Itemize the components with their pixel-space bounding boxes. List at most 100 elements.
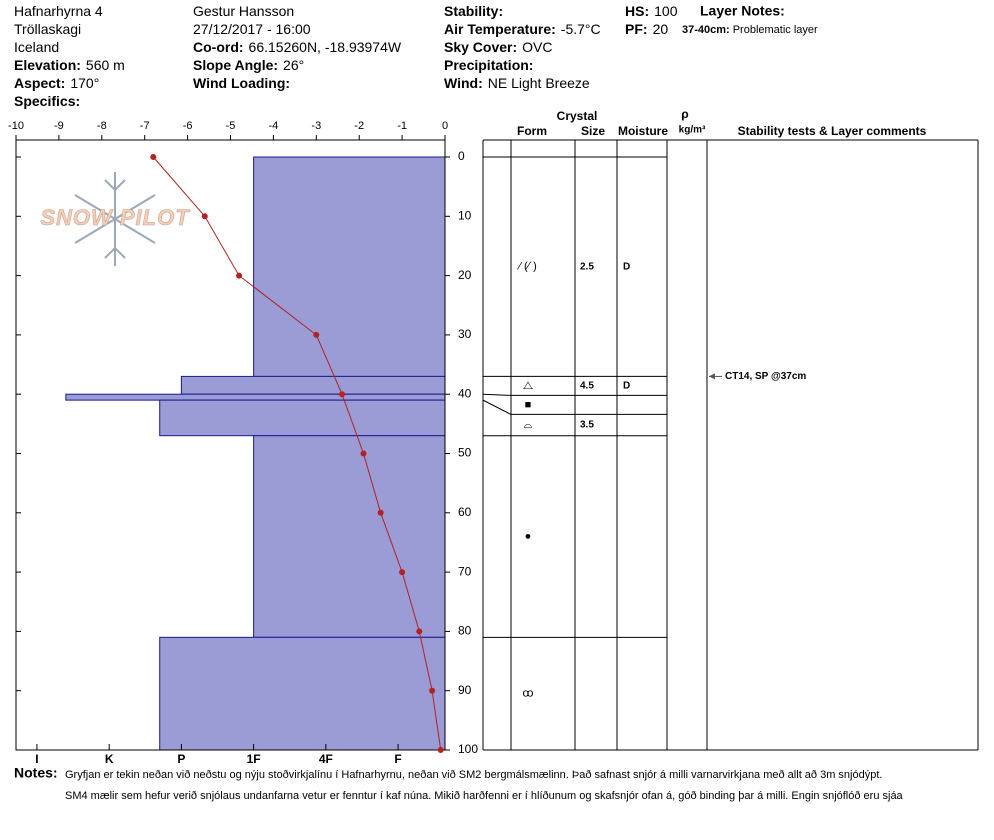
layer-connector: [482, 399, 512, 415]
header-label: Wind Loading:: [193, 75, 290, 91]
hardness-tick-label: F: [394, 752, 401, 766]
header-label: Co-ord:: [193, 39, 244, 55]
hardness-bar: [253, 435, 446, 638]
temperature-point: [150, 154, 157, 160]
temp-tick-label: -9: [54, 120, 64, 132]
header-field: Aspect: 170°: [14, 75, 99, 91]
column-header: Moisture: [618, 124, 668, 138]
depth-tick-label: 40: [458, 386, 472, 400]
header-label: Elevation:: [14, 57, 81, 73]
grain-size: 2.5: [580, 261, 594, 272]
temperature-point: [437, 747, 444, 753]
header-field: Elevation: 560 m: [14, 57, 125, 73]
grain-form: ●: [525, 530, 532, 542]
temp-tick-label: -7: [140, 120, 150, 132]
column-header: Form: [517, 124, 547, 138]
temperature-point: [313, 331, 320, 338]
grain-size: 3.5: [580, 420, 594, 431]
header-field: Hafnarhyrna 4: [14, 3, 103, 19]
temperature-point: [339, 391, 346, 398]
layer-note: 37-40cm: Problematic layer: [682, 24, 818, 36]
grain-form: ⌓: [524, 419, 533, 431]
header-field: PF: 20: [625, 21, 668, 37]
hardness-bar: [159, 636, 446, 751]
header-text: Hafnarhyrna 4: [14, 3, 103, 19]
grain-form: ⁄ (⁄˙): [516, 261, 537, 273]
header-field: Tröllaskagi: [14, 21, 81, 37]
grain-form: ꝏ: [522, 688, 533, 700]
header-field: HS: 100: [625, 3, 678, 19]
hardness-bar: [65, 393, 446, 401]
depth-tick-label: 20: [458, 268, 472, 282]
header-value: 100: [654, 3, 678, 19]
header-field: Air Temperature: -5.7°C: [444, 21, 601, 37]
notes-label: Notes:: [14, 765, 58, 781]
temperature-point: [416, 628, 423, 635]
notes-line: SM4 mælir sem hefur verið snjólaus undan…: [65, 790, 904, 802]
header-label: Wind:: [444, 75, 483, 91]
header-label: Stability:: [444, 3, 503, 19]
header-field: Sky Cover: OVC: [444, 39, 553, 55]
header-label: Sky Cover:: [444, 39, 517, 55]
hardness-bar: [253, 156, 446, 377]
header-text: Gestur Hansson: [193, 3, 294, 19]
test-arrowhead: [709, 373, 715, 380]
header-label: Aspect:: [14, 75, 65, 91]
header-field: Stability:: [444, 3, 503, 19]
depth-tick-label: 30: [458, 327, 472, 341]
hardness-tick-label: I: [35, 752, 38, 766]
header-label: Air Temperature:: [444, 21, 556, 37]
header-value: OVC: [522, 39, 552, 55]
depth-tick-label: 70: [458, 564, 472, 578]
column-header: ρ: [681, 107, 688, 121]
notes-line: Gryfjan er tekin neðan við neðstu og nýj…: [65, 769, 882, 781]
grain-form: ⧍: [523, 380, 533, 392]
layer-notes-title: Layer Notes:: [700, 3, 785, 19]
grain-form: ■: [525, 399, 532, 411]
header-field: Precipitation:: [444, 57, 533, 73]
hardness-tick-label: P: [177, 752, 185, 766]
snowflake-logo: [74, 172, 156, 266]
header-value: 20: [653, 21, 669, 37]
temp-tick-label: -10: [8, 120, 24, 132]
hardness-tick-label: 4F: [319, 752, 333, 766]
header-label: Specifics:: [14, 93, 80, 109]
temp-tick-label: -2: [354, 120, 364, 132]
temperature-point: [377, 509, 384, 516]
depth-tick-label: 10: [458, 208, 472, 222]
column-header: Stability tests & Layer comments: [738, 124, 927, 138]
header-value: 560 m: [86, 57, 125, 73]
temperature-point: [360, 450, 367, 457]
temp-tick-label: -5: [226, 120, 236, 132]
header-field: Gestur Hansson: [193, 3, 294, 19]
header-field: Co-ord: 66.15260N, -18.93974W: [193, 39, 402, 55]
layer-note-value: Problematic layer: [733, 24, 818, 36]
header-field: 27/12/2017 - 16:00: [193, 21, 311, 37]
header-label: Precipitation:: [444, 57, 533, 73]
column-header: kg/m³: [679, 125, 706, 136]
temp-tick-label: -8: [97, 120, 107, 132]
temperature-point: [429, 687, 436, 694]
moisture: D: [623, 381, 630, 392]
depth-tick-label: 60: [458, 505, 472, 519]
header-field: Iceland: [14, 39, 59, 55]
header-field: Slope Angle: 26°: [193, 57, 304, 73]
temperature-point: [201, 213, 208, 220]
header-text: Tröllaskagi: [14, 21, 81, 37]
temperature-point: [236, 272, 243, 279]
hardness-bar: [159, 399, 446, 437]
grain-size: 4.5: [580, 381, 594, 392]
temp-tick-label: 0: [442, 120, 448, 132]
header-value: 170°: [70, 75, 99, 91]
layer-note-label: 37-40cm:: [682, 24, 730, 36]
depth-tick-label: 50: [458, 446, 472, 460]
depth-tick-label: 0: [458, 149, 465, 163]
column-header: Size: [581, 124, 605, 138]
temp-tick-label: -6: [183, 120, 193, 132]
header-value: 66.15260N, -18.93974W: [249, 39, 402, 55]
hardness-tick-label: K: [105, 752, 114, 766]
header-value: 26°: [283, 57, 304, 73]
depth-tick-label: 100: [458, 742, 478, 756]
hardness-bar: [180, 375, 446, 395]
header-label: HS:: [625, 3, 649, 19]
